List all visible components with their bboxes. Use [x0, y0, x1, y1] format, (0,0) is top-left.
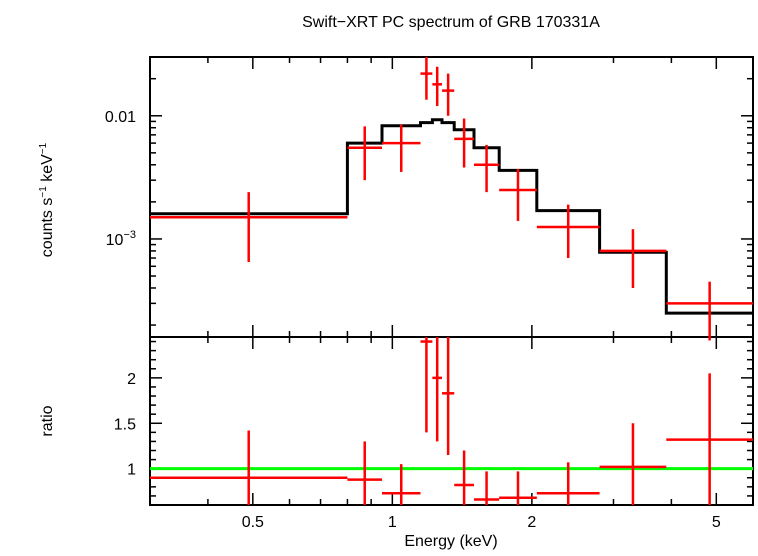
y-tick-label: 1: [127, 462, 136, 479]
y-tick-label-exponent: −3: [123, 229, 136, 241]
x-tick-label: 1: [388, 514, 397, 531]
ratio-y-axis-label: ratio: [39, 405, 56, 436]
y-tick-label: 2: [127, 371, 136, 388]
ratio-data-point: [442, 337, 455, 456]
spectrum-data-point: [382, 124, 421, 172]
x-axis-label: Energy (keV): [404, 533, 497, 550]
spectrum-data-point: [473, 144, 500, 193]
ratio-data-point: [382, 464, 421, 505]
ratio-data-point: [599, 423, 667, 505]
ratio-data-point: [499, 471, 537, 505]
ratio-data-point: [536, 462, 600, 505]
spectrum-data-point: [499, 168, 537, 221]
model-step-path: [150, 118, 753, 315]
x-tick-label: 5: [712, 514, 721, 531]
ratio-data-point: [420, 337, 433, 433]
ratio-axis-ticks: 1 1.5 2 0.5 1 2 5: [114, 337, 753, 531]
spectrum-data-point: [420, 57, 433, 100]
spectrum-data-point: [432, 66, 443, 107]
y-tick-label-base: 10: [106, 232, 124, 249]
spectrum-data-point: [599, 229, 667, 288]
y-tick-label: 0.01: [105, 109, 136, 126]
model-step-curve: [150, 118, 753, 315]
y-tick-label: 10−3: [106, 229, 136, 249]
x-tick-label: 0.5: [242, 514, 264, 531]
chart-title: Swift−XRT PC spectrum of GRB 170331A: [302, 14, 600, 31]
spectrum-data-point: [454, 118, 474, 168]
ratio-data-point: [666, 373, 753, 505]
spectrum-data-point: [347, 126, 383, 181]
x-tick-label: 2: [527, 514, 536, 531]
spectrum-y-axis-label: counts s−1 keV−1: [38, 142, 56, 257]
spectrum-panel-frame: [149, 56, 754, 338]
spectrum-data-point: [536, 204, 600, 259]
ratio-data-points: [150, 337, 753, 505]
ratio-data-point: [432, 337, 443, 442]
ratio-data-point: [473, 471, 500, 505]
spectrum-axis-ticks: 0.01 10−3: [105, 56, 753, 337]
ratio-panel-frame: [149, 336, 754, 506]
spectrum-data-point: [666, 281, 753, 341]
spectrum-data-point: [150, 192, 348, 263]
ratio-data-point: [454, 450, 474, 505]
y-tick-label: 1.5: [114, 416, 136, 433]
spectrum-data-point: [442, 73, 455, 116]
ratio-data-point: [150, 430, 348, 505]
ratio-data-point: [347, 441, 383, 505]
spectrum-data-points: [150, 57, 753, 341]
